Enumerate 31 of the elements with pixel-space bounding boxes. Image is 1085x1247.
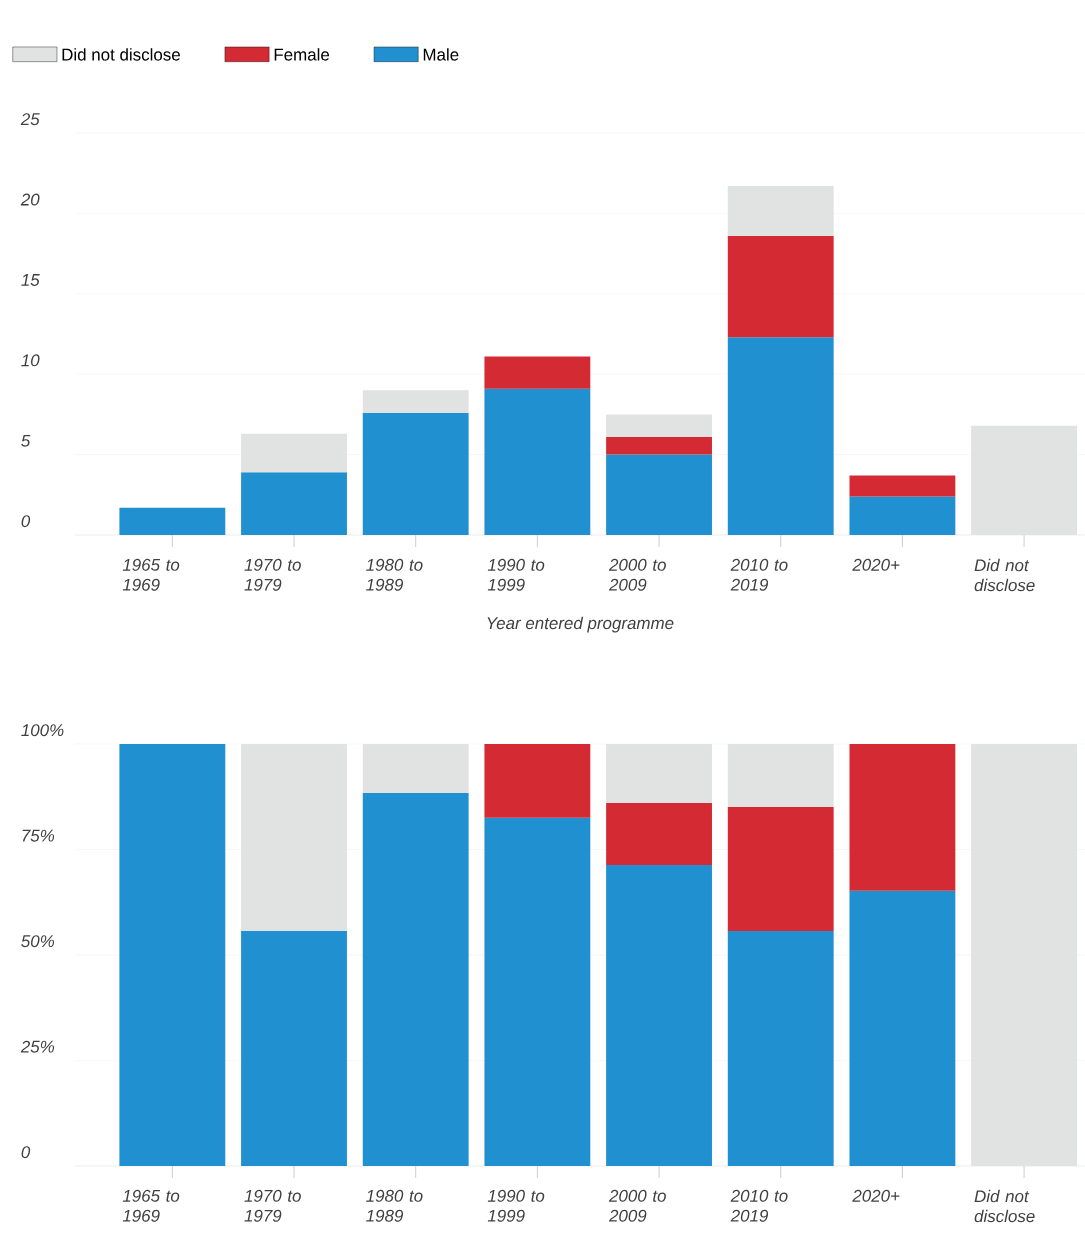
- y-tick-label: 5: [21, 434, 31, 447]
- y-tick-label: 20: [20, 193, 40, 206]
- x-tick-label: 1990 to 1999: [487, 558, 545, 591]
- x-tick-label: 1980 to 1989: [366, 1189, 423, 1222]
- x-tick-label: Did not disclose: [974, 1189, 1035, 1223]
- x-tick-label: 2020+: [852, 1189, 900, 1202]
- y-tick-label: 75%: [22, 829, 54, 842]
- y-tick-label: 10: [21, 354, 40, 367]
- x-tick-label: 1970 to 1979: [244, 558, 301, 591]
- y-tick-label: 25: [20, 113, 40, 126]
- x-tick-label: 1980 to 1989: [366, 558, 423, 591]
- y-tick-label: 0: [21, 515, 31, 528]
- legend-label: Female: [274, 48, 330, 61]
- y-tick-label: 25%: [20, 1040, 54, 1053]
- y-tick-label: 50%: [21, 935, 54, 948]
- y-tick-label: 15: [21, 274, 40, 286]
- x-tick-label: 2010 to 2019: [730, 1189, 788, 1222]
- x-tick-label: 2000 to 2009: [608, 1189, 666, 1222]
- x-axis-title: Year entered programme: [487, 616, 674, 633]
- x-tick-label: 2000 to 2009: [608, 558, 666, 591]
- legend-label: Did not disclose: [62, 48, 180, 61]
- y-tick-label: 0: [21, 1146, 31, 1159]
- x-tick-label: 1970 to 1979: [244, 1189, 301, 1222]
- x-tick-label: 1990 to 1999: [487, 1189, 545, 1222]
- x-tick-label: 1965 to 1969: [122, 558, 180, 591]
- legend-label: Male: [423, 48, 459, 61]
- x-tick-label: 2020+: [852, 558, 900, 571]
- x-tick-label: Did not disclose: [974, 558, 1035, 592]
- y-tick-label: 100%: [21, 724, 64, 737]
- x-tick-label: 2010 to 2019: [730, 558, 788, 591]
- x-tick-label: 1965 to 1969: [122, 1189, 180, 1222]
